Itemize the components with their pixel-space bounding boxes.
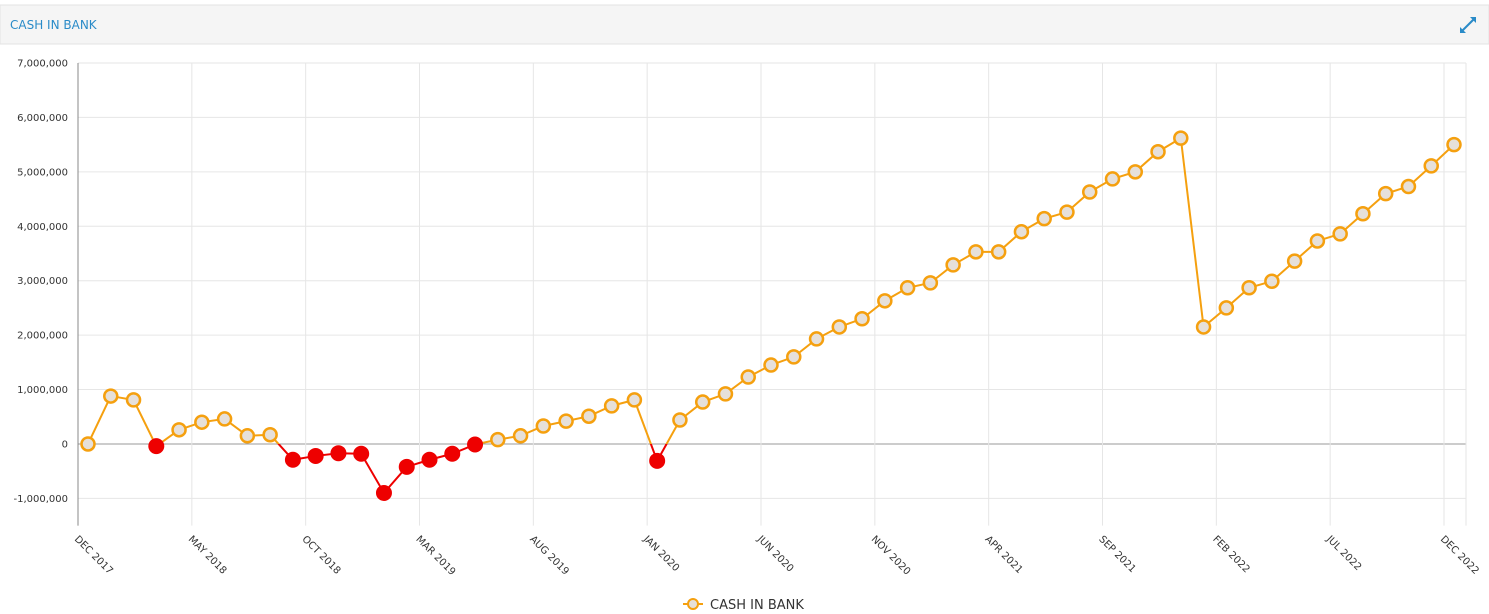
data-point — [899, 280, 916, 296]
y-tick-label: 2,000,000 — [17, 331, 68, 342]
data-point — [1423, 158, 1439, 174]
data-point — [1081, 184, 1098, 200]
data-point — [512, 428, 529, 444]
data-point — [80, 436, 96, 452]
x-tick-label: JUN 2020 — [754, 533, 795, 574]
data-point — [1446, 136, 1462, 153]
data-point — [1241, 280, 1257, 296]
y-tick-label: 7,000,000 — [17, 59, 68, 70]
y-tick-label: -1,000,000 — [13, 494, 68, 505]
series-line-negative — [87, 443, 668, 495]
x-tick-label: DEC 2017 — [72, 534, 115, 577]
x-tick-label: AUG 2019 — [527, 534, 571, 578]
x-tick-label: JUL 2022 — [1323, 533, 1363, 573]
data-point — [558, 413, 574, 429]
data-point — [1309, 233, 1326, 249]
y-tick-label: 6,000,000 — [17, 113, 68, 124]
data-point — [125, 392, 142, 408]
data-point — [786, 349, 802, 365]
data-point — [216, 411, 233, 427]
x-tick-label: FEB 2022 — [1210, 534, 1251, 575]
data-point — [1013, 223, 1030, 240]
data-point — [375, 484, 392, 501]
y-tick-label: 3,000,000 — [17, 276, 68, 287]
data-point — [1218, 300, 1235, 316]
x-tick-label: DEC 2022 — [1438, 534, 1481, 577]
x-tick-label: OCT 2018 — [300, 534, 343, 577]
data-point — [877, 293, 893, 309]
y-tick-label: 4,000,000 — [17, 222, 68, 233]
data-point — [922, 275, 939, 291]
y-tick-label: 0 — [62, 439, 68, 450]
data-point — [1059, 204, 1075, 220]
data-point — [1150, 143, 1166, 160]
legend-label: CASH IN BANK — [710, 598, 804, 610]
data-point — [535, 418, 552, 434]
data-point — [148, 438, 165, 455]
data-point — [1104, 171, 1121, 187]
data-point — [763, 357, 779, 373]
y-tick-label: 5,000,000 — [17, 167, 68, 178]
data-point — [490, 431, 506, 448]
data-point — [1400, 178, 1417, 195]
data-point — [444, 445, 461, 462]
x-tick-label: APR 2021 — [983, 534, 1025, 576]
data-point — [307, 447, 324, 464]
data-point — [626, 392, 643, 408]
data-point — [239, 428, 256, 444]
x-tick-label: JAN 2020 — [640, 533, 681, 574]
x-tick-label: SEP 2021 — [1096, 534, 1137, 575]
series-line — [87, 136, 1455, 444]
data-point — [740, 369, 756, 385]
data-point — [421, 451, 438, 468]
data-point — [1195, 319, 1212, 335]
data-point — [831, 319, 848, 335]
y-tick-label: 1,000,000 — [17, 385, 68, 396]
data-point — [694, 394, 711, 410]
data-point — [330, 445, 347, 462]
data-point — [1173, 130, 1189, 146]
data-point — [603, 398, 620, 414]
data-point — [672, 412, 688, 428]
data-point — [990, 244, 1007, 260]
data-point — [1355, 206, 1371, 222]
data-point — [1377, 185, 1394, 202]
data-point — [581, 408, 597, 424]
x-tick-label: NOV 2020 — [869, 534, 913, 578]
data-point — [467, 436, 484, 453]
data-point — [262, 426, 278, 443]
data-point — [968, 244, 984, 260]
data-point — [649, 452, 666, 469]
x-tick-label: MAY 2018 — [186, 534, 229, 577]
data-point — [1036, 210, 1052, 227]
data-point — [1332, 226, 1348, 242]
data-point — [1127, 164, 1144, 180]
legend-marker — [687, 598, 699, 610]
data-point — [103, 388, 119, 404]
data-point — [284, 451, 301, 468]
x-tick-label: MAR 2019 — [413, 534, 457, 578]
panel-header — [0, 4, 1489, 45]
data-point — [1264, 273, 1280, 289]
panel-title: CASH IN BANK — [10, 18, 98, 32]
data-point — [717, 386, 734, 402]
data-point — [808, 331, 825, 347]
data-point — [353, 445, 370, 462]
expand-icon[interactable] — [1460, 17, 1476, 33]
data-point — [171, 422, 187, 438]
data-point — [945, 257, 961, 273]
data-point — [194, 414, 210, 430]
data-point — [1286, 253, 1303, 269]
data-point — [854, 311, 870, 327]
data-point — [398, 458, 415, 475]
